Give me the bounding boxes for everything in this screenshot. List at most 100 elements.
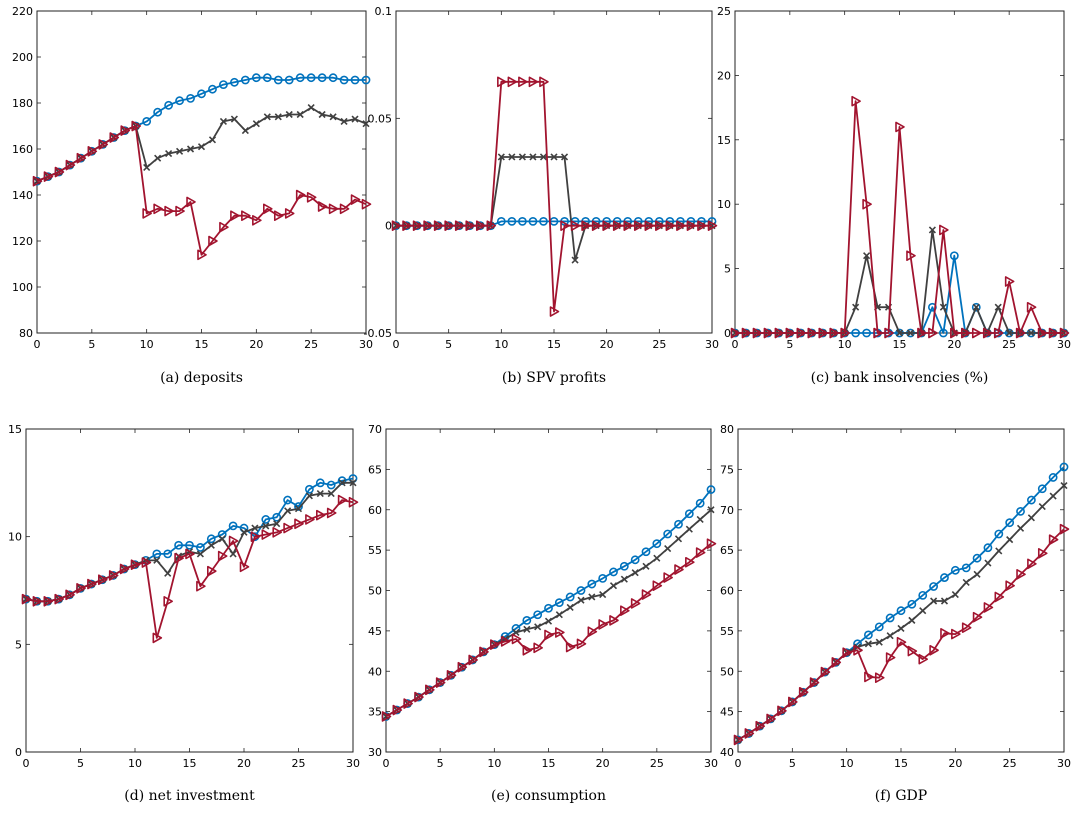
data-point	[152, 632, 163, 644]
x-tick-label: 20	[249, 338, 263, 351]
data-point	[951, 590, 959, 599]
x-tick-label: 10	[840, 757, 854, 770]
data-point	[752, 327, 763, 339]
data-point	[630, 598, 641, 609]
data-point	[1048, 327, 1059, 339]
data-point	[250, 531, 261, 542]
data-point	[186, 94, 195, 103]
data-point	[307, 104, 315, 112]
data-point	[197, 89, 206, 99]
data-point	[326, 507, 337, 519]
x-tick-label: 0	[735, 757, 742, 770]
data-point	[340, 117, 348, 125]
data-point	[206, 534, 216, 544]
data-point	[744, 728, 755, 739]
data-point	[591, 220, 602, 231]
x-tick-label: 5	[437, 757, 444, 770]
data-point	[497, 76, 507, 88]
data-point	[570, 220, 581, 231]
data-point	[109, 132, 120, 143]
data-point	[994, 303, 1002, 311]
chart-panel-3: 0 5 10 15 20 25 30 0 5 10 15 (d) net investment	[8, 423, 360, 804]
x-tick-label: 20	[237, 757, 251, 770]
data-point	[1060, 481, 1068, 490]
data-point	[252, 215, 262, 226]
data-point	[284, 208, 295, 219]
x-tick-label: 15	[547, 338, 561, 351]
data-point	[143, 163, 151, 171]
data-point	[273, 520, 281, 528]
data-point	[317, 201, 328, 212]
data-point	[131, 120, 141, 132]
data-point	[929, 582, 938, 591]
data-point	[633, 220, 644, 231]
data-point	[295, 73, 305, 83]
data-point	[32, 595, 43, 607]
data-point	[652, 580, 663, 591]
x-tick-label: 10	[494, 338, 508, 351]
x-tick-label: 25	[304, 338, 318, 351]
data-point	[730, 327, 741, 339]
data-point	[87, 578, 97, 590]
data-point	[831, 657, 842, 668]
data-point	[518, 216, 527, 226]
data-point	[755, 720, 766, 732]
data-point	[174, 540, 183, 550]
data-point	[906, 250, 916, 262]
data-point	[339, 75, 349, 85]
data-point	[296, 110, 304, 119]
x-tick-label: 30	[346, 757, 360, 770]
data-point	[663, 529, 673, 539]
x-tick-label: 0	[34, 338, 41, 351]
data-point	[907, 599, 917, 609]
data-point	[496, 216, 506, 226]
data-point	[908, 616, 916, 624]
data-point	[87, 146, 98, 157]
data-point	[251, 73, 261, 83]
data-point	[186, 196, 196, 208]
data-point	[1005, 518, 1015, 528]
data-point	[630, 555, 640, 565]
y-tick-label: 55	[368, 544, 382, 557]
data-point	[468, 654, 478, 666]
data-point	[284, 75, 294, 85]
data-point	[862, 198, 872, 210]
data-point	[864, 630, 873, 640]
data-point	[938, 328, 948, 338]
y-tick-label: 160	[12, 143, 33, 156]
data-point	[919, 607, 927, 615]
data-point	[251, 524, 259, 532]
data-point	[32, 175, 43, 187]
data-point	[108, 570, 119, 581]
data-point	[261, 529, 272, 540]
x-tick-label: 15	[542, 757, 556, 770]
data-point	[119, 563, 130, 575]
x-tick-label: 10	[487, 757, 501, 770]
data-point	[283, 522, 293, 534]
y-tick-label: 45	[368, 625, 382, 638]
data-point	[348, 496, 359, 508]
x-tick-label: 5	[786, 338, 793, 351]
data-point	[707, 220, 718, 231]
data-point	[423, 220, 433, 231]
data-point	[164, 100, 173, 110]
y-tick-label: 60	[720, 585, 734, 598]
data-point	[65, 159, 76, 171]
data-point	[939, 224, 949, 236]
y-tick-label: 0.05	[368, 112, 393, 125]
data-point	[1048, 534, 1059, 545]
panel-caption: (f) GDP	[875, 788, 927, 804]
y-tick-label: 80	[720, 423, 734, 436]
data-point	[444, 220, 454, 231]
data-point	[587, 626, 598, 637]
x-tick-label: 20	[948, 757, 962, 770]
data-point	[54, 166, 65, 178]
y-tick-label: 140	[12, 189, 33, 202]
data-point	[1027, 495, 1036, 505]
data-point	[1048, 473, 1058, 482]
x-tick-label: 0	[393, 338, 400, 351]
data-point	[928, 226, 936, 234]
data-point	[186, 145, 195, 153]
plot-area	[395, 10, 713, 334]
data-point	[328, 203, 339, 215]
